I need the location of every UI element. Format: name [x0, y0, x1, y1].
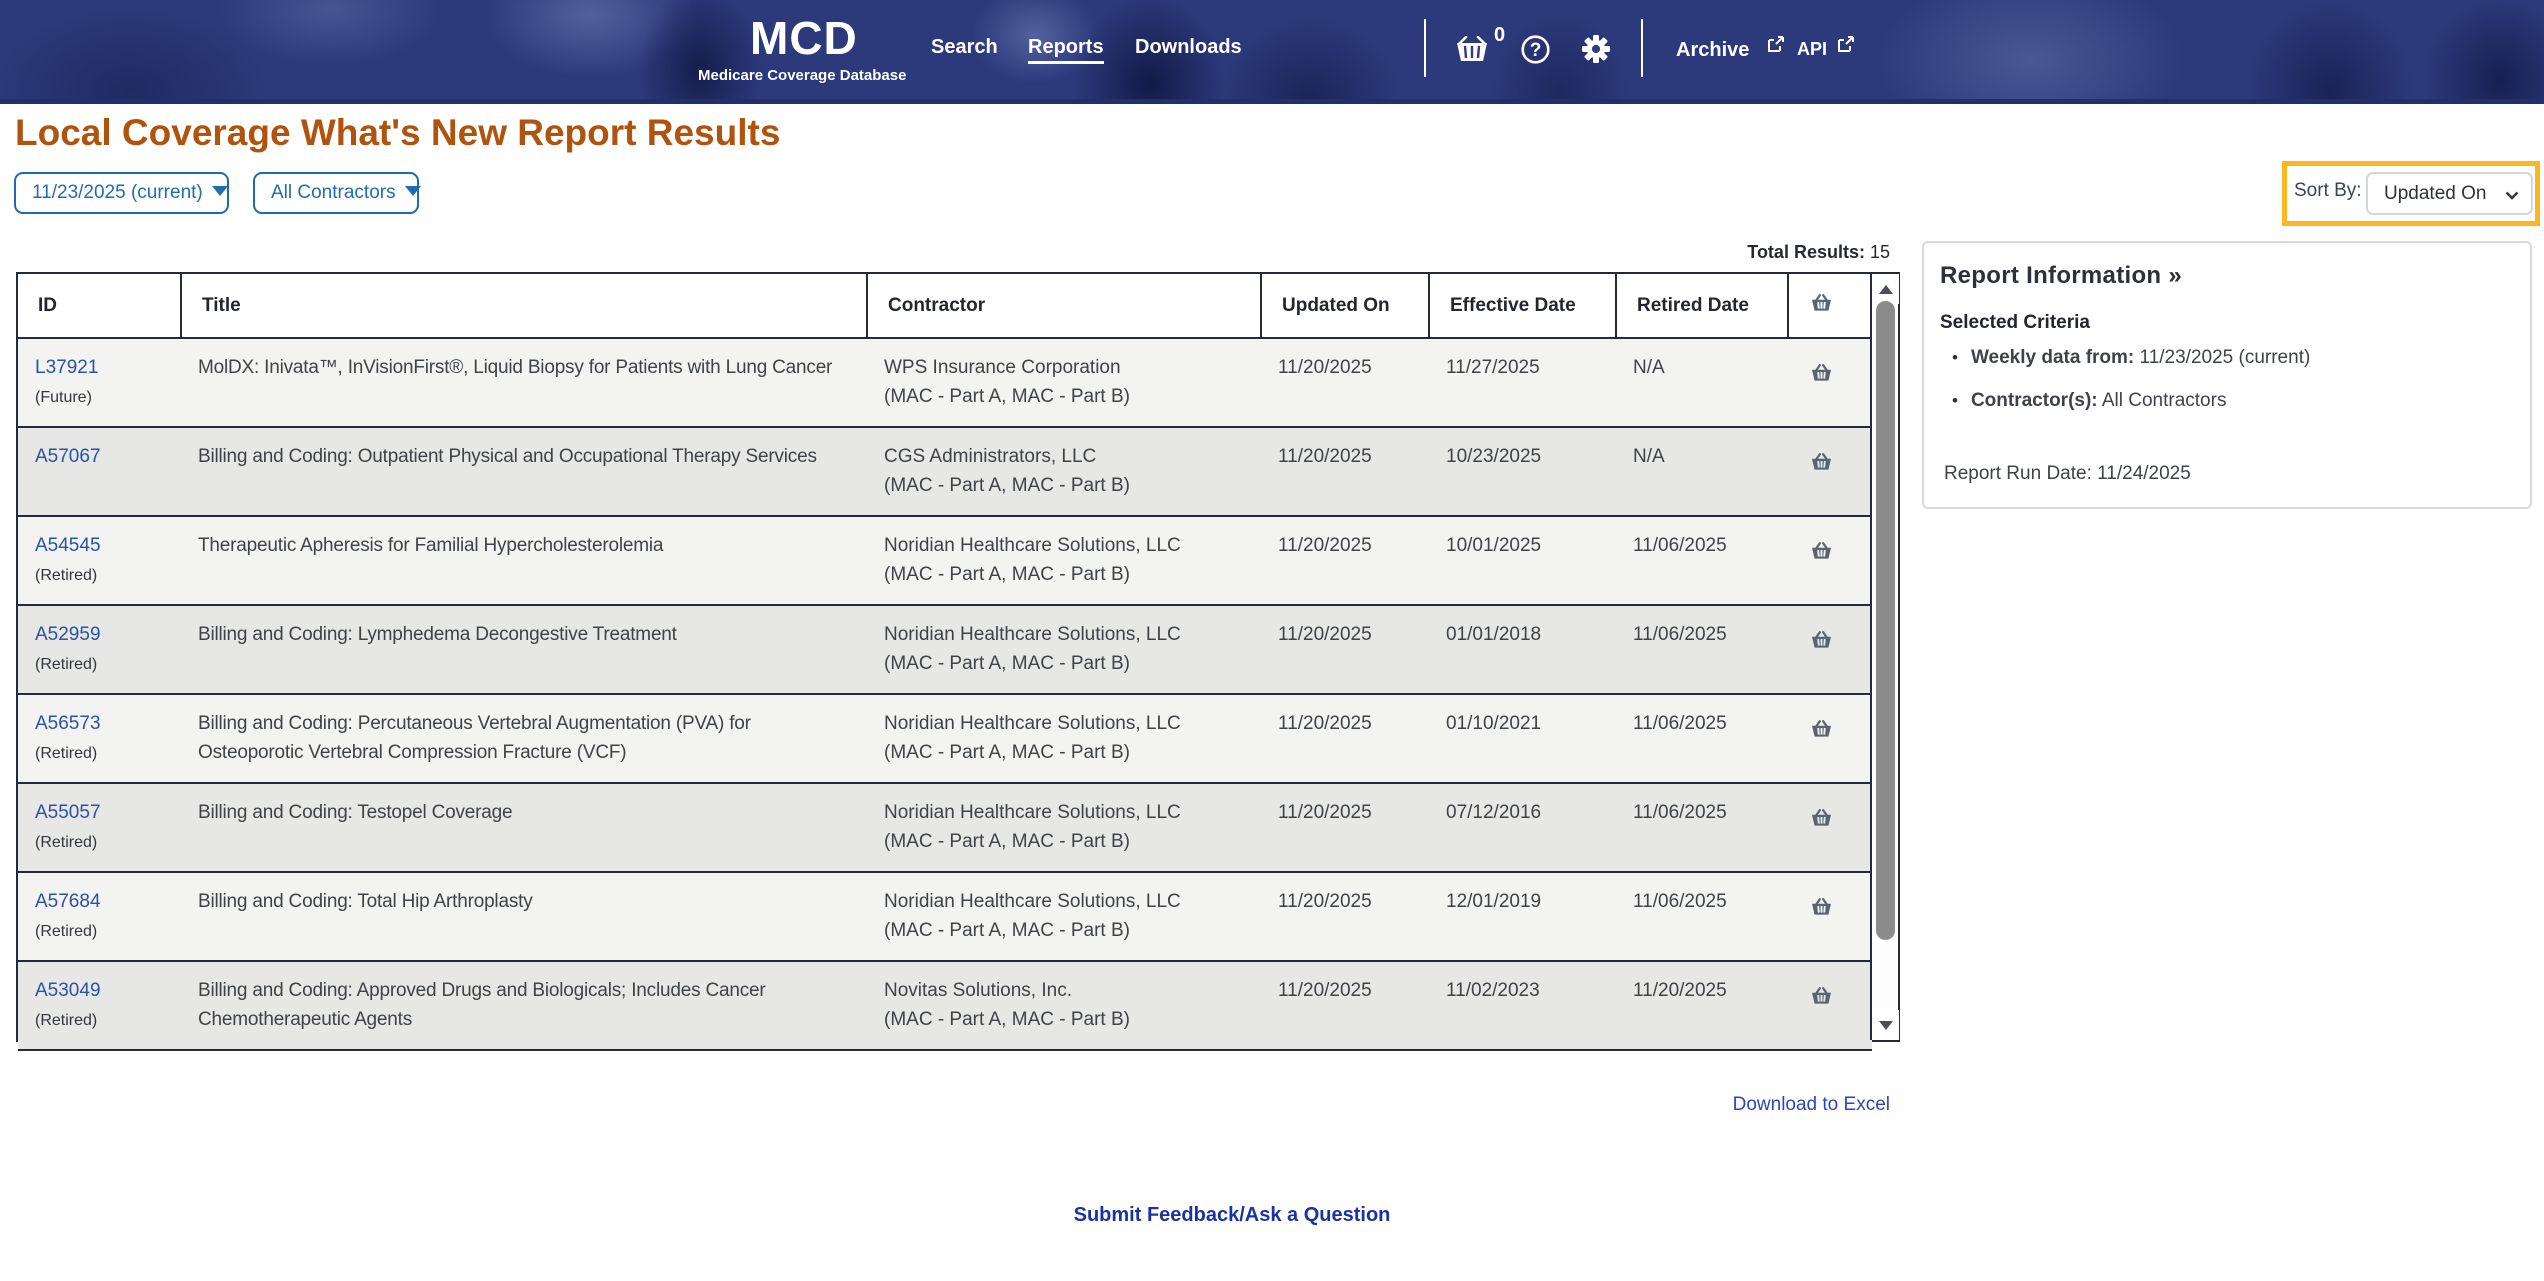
svg-text:?: ? [1530, 40, 1542, 61]
